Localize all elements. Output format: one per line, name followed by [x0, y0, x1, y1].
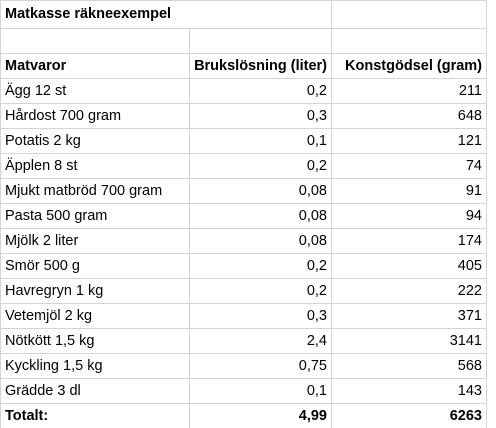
- item-cell[interactable]: Grädde 3 dl: [0, 378, 190, 404]
- gram-cell[interactable]: 648: [331, 103, 487, 129]
- total-liter[interactable]: 4,99: [189, 403, 332, 428]
- liter-cell[interactable]: 0,2: [189, 153, 332, 179]
- gram-cell[interactable]: 74: [331, 153, 487, 179]
- total-gram[interactable]: 6263: [331, 403, 487, 428]
- empty-cell[interactable]: [331, 0, 487, 29]
- total-row: Totalt: 4,99 6263: [0, 403, 487, 428]
- empty-cell[interactable]: [189, 28, 332, 54]
- blank-row: [0, 28, 487, 54]
- liter-cell[interactable]: 0,1: [189, 378, 332, 404]
- gram-cell[interactable]: 222: [331, 278, 487, 304]
- table-row: Smör 500 g 0,2 405: [0, 253, 487, 279]
- title-row: Matkasse räkneexempel: [0, 0, 487, 29]
- liter-cell[interactable]: 0,1: [189, 128, 332, 154]
- item-cell[interactable]: Kyckling 1,5 kg: [0, 353, 190, 379]
- header-brukslosning[interactable]: Brukslösning (liter): [189, 53, 332, 79]
- liter-cell[interactable]: 0,2: [189, 278, 332, 304]
- header-matvaror[interactable]: Matvaror: [0, 53, 190, 79]
- gram-cell[interactable]: 371: [331, 303, 487, 329]
- gram-cell[interactable]: 405: [331, 253, 487, 279]
- liter-cell[interactable]: 0,08: [189, 228, 332, 254]
- liter-cell[interactable]: 0,08: [189, 203, 332, 229]
- gram-cell[interactable]: 91: [331, 178, 487, 204]
- liter-cell[interactable]: 2,4: [189, 328, 332, 354]
- table-row: Mjukt matbröd 700 gram 0,08 91: [0, 178, 487, 204]
- liter-cell[interactable]: 0,3: [189, 103, 332, 129]
- gram-cell[interactable]: 568: [331, 353, 487, 379]
- table-row: Ägg 12 st 0,2 211: [0, 78, 487, 104]
- empty-cell[interactable]: [331, 28, 487, 54]
- item-cell[interactable]: Nötkött 1,5 kg: [0, 328, 190, 354]
- liter-cell[interactable]: 0,3: [189, 303, 332, 329]
- title-cell[interactable]: Matkasse räkneexempel: [0, 0, 332, 29]
- table-row: Potatis 2 kg 0,1 121: [0, 128, 487, 154]
- table-row: Hårdost 700 gram 0,3 648: [0, 103, 487, 129]
- item-cell[interactable]: Mjukt matbröd 700 gram: [0, 178, 190, 204]
- liter-cell[interactable]: 0,75: [189, 353, 332, 379]
- table-row: Mjölk 2 liter 0,08 174: [0, 228, 487, 254]
- table-row: Havregryn 1 kg 0,2 222: [0, 278, 487, 304]
- item-cell[interactable]: Potatis 2 kg: [0, 128, 190, 154]
- gram-cell[interactable]: 174: [331, 228, 487, 254]
- item-cell[interactable]: Pasta 500 gram: [0, 203, 190, 229]
- gram-cell[interactable]: 94: [331, 203, 487, 229]
- gram-cell[interactable]: 121: [331, 128, 487, 154]
- total-label[interactable]: Totalt:: [0, 403, 190, 428]
- table-row: Nötkött 1,5 kg 2,4 3141: [0, 328, 487, 354]
- item-cell[interactable]: Ägg 12 st: [0, 78, 190, 104]
- item-cell[interactable]: Smör 500 g: [0, 253, 190, 279]
- item-cell[interactable]: Mjölk 2 liter: [0, 228, 190, 254]
- item-cell[interactable]: Vetemjöl 2 kg: [0, 303, 190, 329]
- liter-cell[interactable]: 0,2: [189, 78, 332, 104]
- liter-cell[interactable]: 0,08: [189, 178, 332, 204]
- item-cell[interactable]: Havregryn 1 kg: [0, 278, 190, 304]
- liter-cell[interactable]: 0,2: [189, 253, 332, 279]
- gram-cell[interactable]: 211: [331, 78, 487, 104]
- empty-cell[interactable]: [0, 28, 190, 54]
- item-cell[interactable]: Hårdost 700 gram: [0, 103, 190, 129]
- item-cell[interactable]: Äpplen 8 st: [0, 153, 190, 179]
- table-row: Kyckling 1,5 kg 0,75 568: [0, 353, 487, 379]
- table-row: Vetemjöl 2 kg 0,3 371: [0, 303, 487, 329]
- table-row: Pasta 500 gram 0,08 94: [0, 203, 487, 229]
- gram-cell[interactable]: 143: [331, 378, 487, 404]
- gram-cell[interactable]: 3141: [331, 328, 487, 354]
- table-row: Äpplen 8 st 0,2 74: [0, 153, 487, 179]
- table-row: Grädde 3 dl 0,1 143: [0, 378, 487, 404]
- header-row: Matvaror Brukslösning (liter) Konstgödse…: [0, 53, 487, 79]
- header-konstgodsel[interactable]: Konstgödsel (gram): [331, 53, 487, 79]
